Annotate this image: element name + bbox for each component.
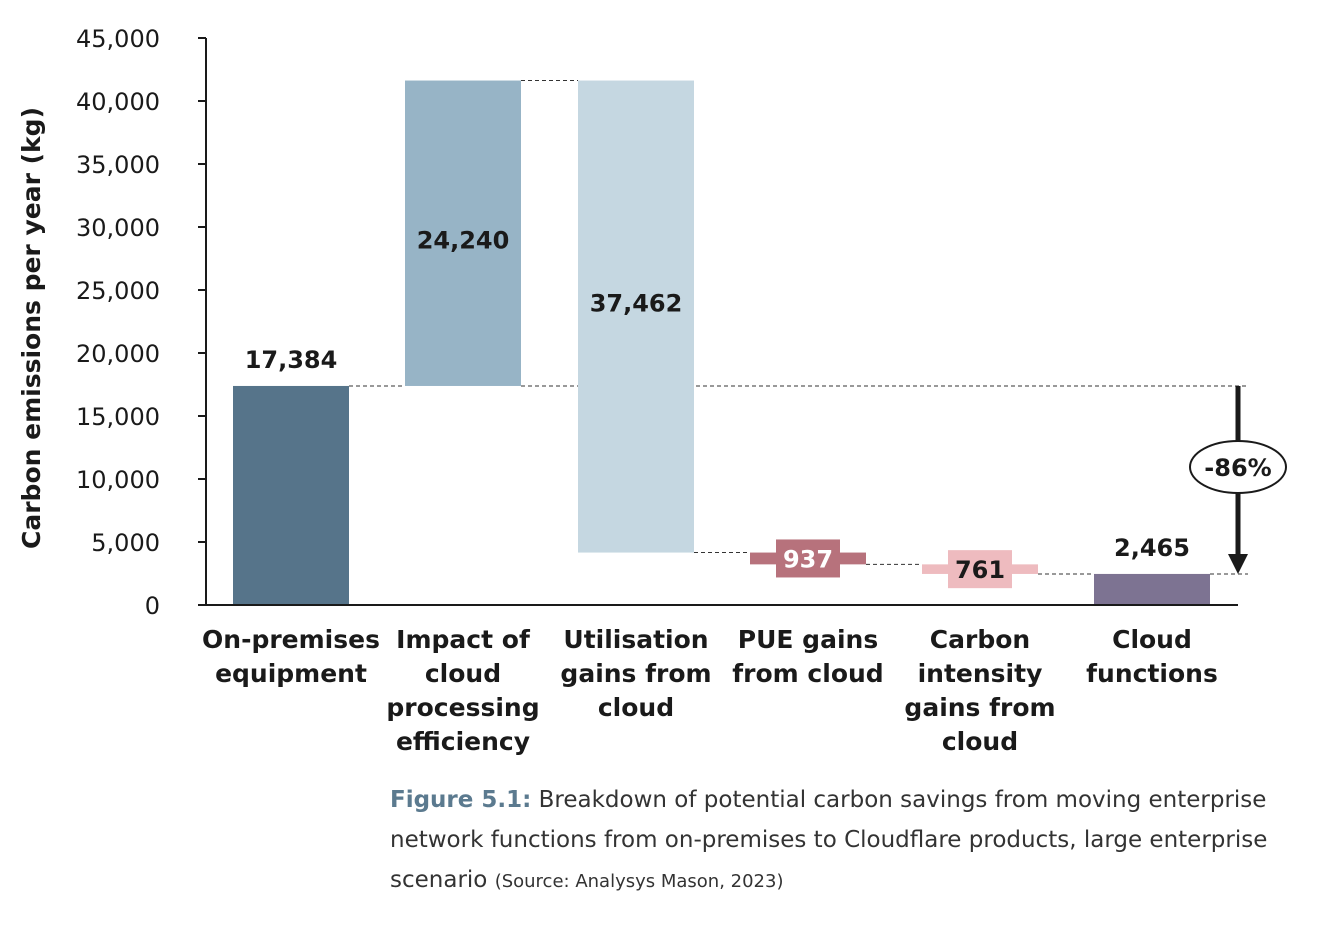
y-tick-label: 35,000 [76, 151, 160, 179]
y-tick-label: 25,000 [76, 277, 160, 305]
badge-pue [776, 539, 840, 578]
value-label-processing: 24,240 [417, 227, 510, 255]
y-tick-label: 40,000 [76, 88, 160, 116]
value-label-cloud-functions: 2,465 [1114, 534, 1190, 562]
reduction-percent: -86% [1204, 454, 1271, 482]
value-label-carbon-intensity: 761 [955, 556, 1005, 584]
caption-source: (Source: Analysys Mason, 2023) [494, 871, 784, 892]
bar-processing [405, 80, 521, 386]
category-label-processing: processing [386, 693, 539, 722]
y-tick-label: 5,000 [91, 529, 160, 557]
category-label-processing: cloud [425, 659, 501, 688]
category-label-cloud-functions: functions [1086, 659, 1218, 688]
axes [205, 38, 1238, 606]
value-labels: 17,384 24,240 37,462 937 761 2,465 [245, 227, 1190, 585]
category-label-processing: Impact of [396, 625, 531, 654]
waterfall-chart: 0 5,000 10,000 15,000 20,000 25,000 30,000 35,0… [17, 25, 1287, 756]
reduction-annotation: -86% [1189, 385, 1287, 574]
category-label-pue: from cloud [732, 659, 883, 688]
y-tick-label: 10,000 [76, 466, 160, 494]
category-label-on-premises: On-premises [202, 625, 380, 654]
category-label-carbon-intensity: cloud [942, 727, 1018, 756]
y-axis-label: Carbon emissions per year (kg) [17, 107, 46, 549]
category-label-utilisation: gains from [560, 659, 711, 688]
y-tick-label: 30,000 [76, 214, 160, 242]
y-ticks: 0 5,000 10,000 15,000 20,000 25,000 30,000 35,0… [76, 25, 206, 620]
category-label-carbon-intensity: Carbon [930, 625, 1030, 654]
y-tick-label: 15,000 [76, 403, 160, 431]
y-tick-label: 45,000 [76, 25, 160, 53]
category-label-pue: PUE gains [738, 625, 878, 654]
bar-utilisation [578, 80, 694, 553]
category-label-processing: efficiency [396, 727, 530, 756]
caption-text: Breakdown of potential carbon savings fr… [390, 787, 1268, 893]
value-label-utilisation: 37,462 [590, 290, 683, 318]
category-label-carbon-intensity: gains from [904, 693, 1055, 722]
reduction-arrow-head [1228, 553, 1248, 574]
bar-on-premises [233, 385, 349, 605]
figure-label: Figure 5.1: [390, 787, 532, 813]
reduction-ellipse [1189, 440, 1287, 494]
y-tick-label: 0 [145, 592, 160, 620]
category-label-carbon-intensity: intensity [918, 659, 1043, 688]
bar-cloud-functions [1094, 573, 1210, 605]
bars [233, 80, 1210, 605]
category-label-on-premises: equipment [215, 659, 367, 688]
value-label-on-premises: 17,384 [245, 346, 338, 374]
y-tick-label: 20,000 [76, 340, 160, 368]
category-labels: On-premises equipment Impact of cloud proces… [202, 625, 1218, 756]
category-label-utilisation: Utilisation [563, 625, 708, 654]
category-label-cloud-functions: Cloud [1112, 625, 1192, 654]
value-label-pue: 937 [783, 545, 833, 573]
category-label-utilisation: cloud [598, 693, 674, 722]
figure-caption: Figure 5.1: Breakdown of potential carbo… [390, 780, 1290, 902]
badge-carbon-intensity [948, 550, 1012, 589]
